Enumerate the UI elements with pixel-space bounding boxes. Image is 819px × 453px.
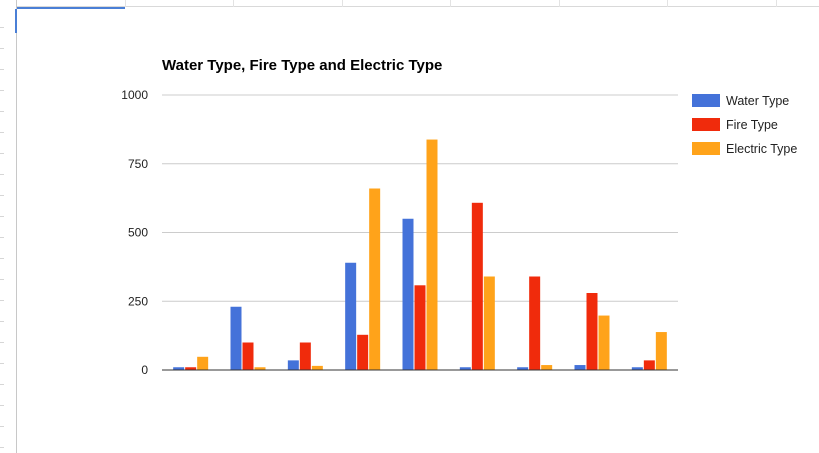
bar-water-type	[459, 367, 471, 370]
row-divider	[0, 279, 4, 280]
row-divider	[0, 174, 4, 175]
legend-label: Water Type	[726, 94, 789, 108]
column-divider	[559, 0, 560, 7]
row-divider	[0, 111, 4, 112]
column-divider	[125, 0, 126, 7]
bar-electric-type	[311, 365, 323, 370]
bar-fire-type	[471, 202, 483, 370]
bar-fire-type	[299, 342, 311, 370]
row-divider	[0, 447, 4, 448]
bar-electric-type	[369, 188, 381, 370]
row-divider	[0, 405, 4, 406]
bar-water-type	[345, 262, 357, 370]
bar-fire-type	[586, 293, 598, 370]
y-tick-label: 750	[128, 157, 148, 171]
row-divider	[0, 237, 4, 238]
column-divider	[450, 0, 451, 7]
chart-container[interactable]: Water Type, Fire Type and Electric Type …	[18, 8, 819, 453]
bar-fire-type	[529, 276, 541, 370]
legend-label: Electric Type	[726, 142, 797, 156]
legend-swatch	[692, 94, 720, 107]
row-divider	[0, 342, 4, 343]
bar-electric-type	[541, 365, 553, 370]
column-divider	[233, 0, 234, 7]
column-divider	[667, 0, 668, 7]
legend[interactable]: Water Type Fire Type Electric Type	[692, 94, 797, 156]
selected-cell-indicator-side	[15, 9, 17, 33]
bar-fire-type	[357, 334, 369, 370]
bar-water-type	[287, 360, 299, 370]
bar-electric-type	[254, 367, 266, 370]
bars	[173, 139, 667, 370]
row-divider	[0, 321, 4, 322]
row-divider	[0, 216, 4, 217]
bar-electric-type	[197, 356, 209, 370]
y-axis-tick-labels: 0 250 500 750 1000	[121, 88, 148, 377]
y-tick-label: 250	[128, 294, 148, 308]
bar-fire-type	[242, 342, 254, 370]
bar-water-type	[173, 367, 185, 370]
row-divider	[0, 27, 4, 28]
selected-cell-indicator	[17, 7, 125, 9]
bar-fire-type	[643, 360, 655, 370]
row-divider	[0, 48, 4, 49]
legend-swatch	[692, 118, 720, 131]
column-divider	[776, 0, 777, 7]
spreadsheet-column-header-strip	[0, 0, 819, 7]
bar-electric-type	[598, 315, 610, 370]
row-divider	[0, 195, 4, 196]
bar-electric-type	[426, 139, 438, 370]
bar-water-type	[402, 218, 414, 370]
row-divider	[0, 300, 4, 301]
y-tick-label: 0	[141, 363, 148, 377]
row-divider	[0, 363, 4, 364]
bar-electric-type	[483, 276, 495, 370]
row-divider	[0, 132, 4, 133]
bar-fire-type	[185, 367, 197, 370]
bar-fire-type	[414, 285, 426, 370]
y-tick-label: 1000	[121, 88, 148, 102]
bar-water-type	[517, 367, 529, 370]
row-divider	[0, 258, 4, 259]
column-divider	[342, 0, 343, 7]
spreadsheet-row-header-strip	[0, 0, 17, 453]
row-divider	[0, 384, 4, 385]
bar-chart: Water Type, Fire Type and Electric Type …	[121, 57, 797, 377]
bar-electric-type	[655, 332, 667, 370]
gridlines	[162, 94, 678, 302]
y-tick-label: 500	[128, 226, 148, 240]
chart-title: Water Type, Fire Type and Electric Type	[162, 57, 442, 74]
bar-water-type	[574, 365, 586, 370]
row-divider	[0, 426, 4, 427]
legend-label: Fire Type	[726, 118, 778, 132]
legend-swatch	[692, 142, 720, 155]
bar-water-type	[631, 367, 643, 370]
row-divider	[0, 69, 4, 70]
row-divider	[0, 153, 4, 154]
row-divider	[0, 90, 4, 91]
bar-water-type	[230, 306, 242, 370]
